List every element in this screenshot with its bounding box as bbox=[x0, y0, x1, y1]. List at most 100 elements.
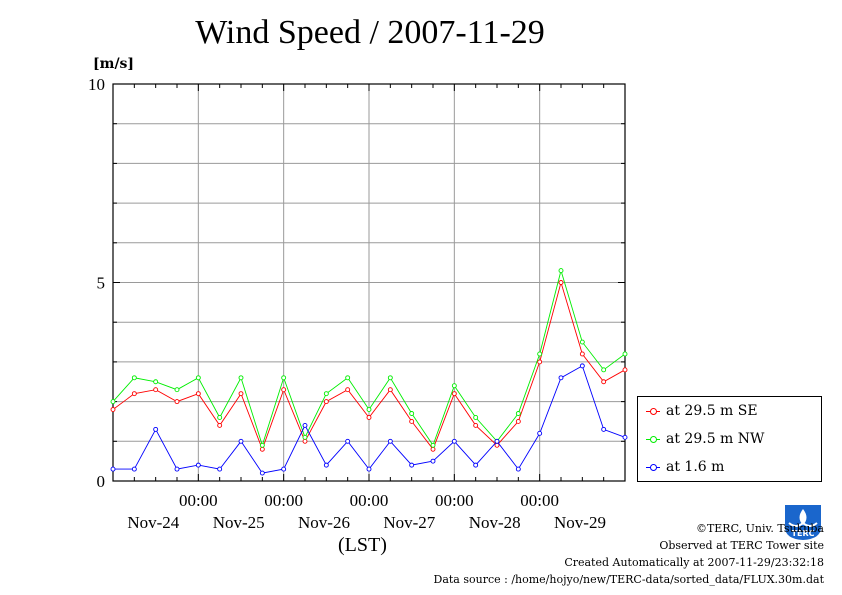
data-point bbox=[323, 399, 329, 405]
y-axis-unit-label: [m/s] bbox=[93, 56, 135, 72]
footer-copyright: ©TERC, Univ. Tsukuba bbox=[695, 522, 824, 535]
data-point bbox=[323, 462, 329, 468]
data-point bbox=[558, 375, 564, 381]
data-point bbox=[281, 375, 287, 381]
data-point bbox=[558, 280, 564, 285]
legend-label-nw: at 29.5 m NW bbox=[666, 431, 765, 447]
data-point bbox=[601, 367, 607, 373]
footer-data-source: Data source : /home/hojyo/new/TERC-data/… bbox=[433, 573, 825, 586]
terc-logo: TERC bbox=[785, 505, 821, 540]
data-point bbox=[387, 375, 393, 381]
data-point bbox=[473, 422, 479, 428]
x-tick-date-label: Nov-25 bbox=[213, 513, 265, 532]
legend: at 29.5 m SE at 29.5 m NW at 1.6 m bbox=[637, 396, 822, 482]
legend-label-1-6m: at 1.6 m bbox=[666, 459, 725, 475]
svg-text:TERC: TERC bbox=[792, 529, 815, 538]
data-point bbox=[174, 466, 180, 472]
data-point bbox=[537, 351, 543, 357]
x-tick-time-label: 00:00 bbox=[435, 491, 474, 510]
data-point bbox=[323, 391, 329, 397]
data-point bbox=[345, 375, 351, 381]
data-point bbox=[579, 339, 585, 345]
x-tick-date-label: Nov-28 bbox=[469, 513, 521, 532]
data-point bbox=[430, 458, 436, 464]
data-point bbox=[131, 391, 137, 397]
data-point bbox=[110, 407, 116, 412]
y-tick-label: 5 bbox=[97, 274, 106, 293]
y-tick-label: 0 bbox=[97, 472, 106, 491]
legend-item-se: at 29.5 m SE bbox=[646, 401, 758, 421]
y-tick-label: 10 bbox=[88, 75, 105, 94]
data-point bbox=[622, 367, 628, 373]
data-point bbox=[238, 375, 244, 381]
data-point bbox=[387, 387, 393, 393]
data-point bbox=[217, 466, 223, 472]
data-point bbox=[579, 363, 585, 369]
legend-symbol-1-6m bbox=[646, 457, 660, 477]
data-point bbox=[281, 466, 287, 472]
data-point bbox=[366, 407, 372, 412]
x-tick-date-label: Nov-27 bbox=[383, 513, 435, 532]
legend-item-nw: at 29.5 m NW bbox=[646, 429, 764, 449]
data-point bbox=[515, 419, 521, 424]
data-point bbox=[153, 387, 159, 393]
data-point bbox=[622, 434, 628, 440]
legend-item-1-6m: at 1.6 m bbox=[646, 457, 724, 477]
data-point bbox=[110, 399, 116, 405]
data-point bbox=[451, 391, 457, 397]
data-point bbox=[579, 351, 585, 357]
footer-created: Created Automatically at 2007-11-29/23:3… bbox=[564, 556, 824, 569]
data-point bbox=[537, 430, 543, 436]
data-point bbox=[174, 387, 180, 393]
data-point bbox=[409, 411, 415, 416]
x-tick-date-label: Nov-26 bbox=[298, 513, 350, 532]
data-point bbox=[494, 442, 500, 448]
legend-symbol-se bbox=[646, 401, 660, 421]
x-tick-date-label: Nov-29 bbox=[554, 513, 606, 532]
footer-observed: Observed at TERC Tower site bbox=[659, 539, 824, 552]
data-point bbox=[217, 415, 223, 420]
data-point bbox=[473, 415, 479, 420]
data-point bbox=[195, 375, 201, 381]
data-point bbox=[281, 387, 287, 393]
legend-label-se: at 29.5 m SE bbox=[666, 403, 758, 419]
data-point bbox=[366, 466, 372, 472]
data-point bbox=[195, 462, 201, 468]
data-point bbox=[110, 466, 116, 472]
data-point bbox=[217, 422, 223, 428]
data-point bbox=[451, 383, 457, 389]
data-point bbox=[238, 438, 244, 444]
data-point bbox=[451, 438, 457, 444]
data-point bbox=[259, 470, 265, 476]
data-point bbox=[195, 391, 201, 397]
data-point bbox=[345, 438, 351, 444]
data-point bbox=[515, 466, 521, 472]
data-point bbox=[345, 387, 351, 393]
data-point bbox=[537, 359, 543, 365]
x-tick-time-label: 00:00 bbox=[264, 491, 303, 510]
chart-title: Wind Speed / 2007-11-29 bbox=[195, 14, 545, 51]
data-point bbox=[259, 446, 265, 452]
data-point bbox=[302, 438, 308, 444]
data-point bbox=[131, 466, 137, 472]
x-tick-time-label: 00:00 bbox=[520, 491, 559, 510]
data-point bbox=[409, 419, 415, 424]
x-tick-time-label: 00:00 bbox=[179, 491, 218, 510]
data-point bbox=[473, 462, 479, 468]
data-point bbox=[174, 399, 180, 405]
x-tick-time-label: 00:00 bbox=[350, 491, 389, 510]
data-point bbox=[515, 411, 521, 416]
data-point bbox=[430, 442, 436, 448]
data-point bbox=[153, 426, 159, 432]
data-point bbox=[153, 379, 159, 385]
data-point bbox=[409, 462, 415, 468]
data-point bbox=[558, 268, 564, 274]
data-point bbox=[302, 434, 308, 440]
data-point bbox=[366, 415, 372, 420]
data-point bbox=[302, 422, 308, 428]
data-point bbox=[387, 438, 393, 444]
data-point bbox=[601, 426, 607, 432]
data-point bbox=[601, 379, 607, 385]
data-point bbox=[238, 391, 244, 397]
